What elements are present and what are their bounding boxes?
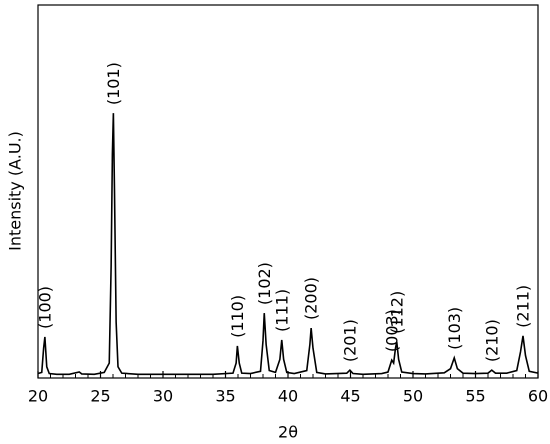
x-tick-label: 55 [465, 387, 485, 406]
x-tick-label: 40 [278, 387, 298, 406]
x-tick-label: 35 [215, 387, 235, 406]
x-tick-label: 20 [28, 387, 48, 406]
x-axis-label: 2θ [278, 423, 298, 442]
peak-label: (210) [482, 319, 501, 362]
peak-label: (100) [35, 286, 54, 329]
y-axis-label: Intensity (A.U.) [6, 131, 25, 251]
peak-label: (201) [340, 319, 359, 362]
peak-label: (101) [104, 62, 123, 105]
x-tick-label: 25 [90, 387, 110, 406]
peak-label: (003) [382, 309, 401, 352]
peak-label: (103) [445, 307, 464, 350]
x-tick-label: 50 [403, 387, 423, 406]
x-tick-label: 60 [528, 387, 548, 406]
x-tick-label: 45 [340, 387, 360, 406]
x-tick-label: 30 [153, 387, 173, 406]
peak-label: (200) [302, 277, 321, 320]
pattern-line [37, 113, 539, 376]
peak-label: (111) [272, 289, 291, 332]
peak-label: (102) [255, 262, 274, 305]
peak-label: (211) [514, 285, 533, 328]
peak-label: (112) [387, 291, 406, 334]
peak-label: (110) [228, 295, 247, 338]
